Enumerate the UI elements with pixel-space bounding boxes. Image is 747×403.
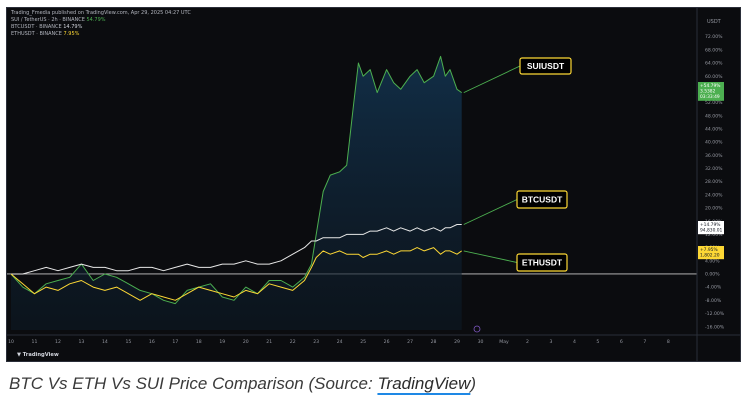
btc-price-tag-line: +14.79% [700, 222, 720, 228]
sui-price-tag-line: 3.5382 [700, 89, 716, 95]
suiusdt-label-box [519, 57, 572, 75]
x-tick-label: 6 [620, 339, 623, 345]
y-tick-label: 40.00% [705, 140, 723, 146]
chart-header: Trading_Fmedia published on TradingView.… [11, 10, 191, 38]
eth-symbol: ETHUSDT · BINANCE [11, 31, 62, 37]
event-marker-icon [473, 325, 481, 333]
x-tick-label: 12 [55, 339, 61, 345]
suiusdt-label: SUIUSDT [527, 61, 565, 71]
main-symbol-line: SUI / TetherUS · 2h · BINANCE 54.79% [11, 17, 191, 24]
btc-symbol-line: BTCUSDT · BINANCE 14.79% [11, 24, 191, 31]
x-tick-label: 20 [243, 339, 249, 345]
x-tick-label: 10 [8, 339, 14, 345]
x-tick-label: 3 [549, 339, 552, 345]
y-tick-label: 20.00% [705, 206, 723, 212]
btcusdt-leader-line [463, 199, 518, 225]
y-tick-label: 48.00% [705, 113, 723, 119]
x-tick-label: 13 [78, 339, 84, 345]
btc-price-tag [698, 221, 724, 235]
suiusdt-area-fill [11, 56, 462, 331]
x-tick-label: 24 [337, 339, 343, 345]
ethusdt-leader-line [463, 250, 518, 263]
figure-caption: BTC Vs ETH Vs SUI Price Comparison (Sour… [9, 374, 476, 394]
eth-change: 7.95% [63, 31, 80, 37]
x-tick-label: 7 [643, 339, 646, 345]
suiusdt-leader-line [463, 65, 521, 94]
y-tick-label: -12.00% [705, 311, 725, 317]
x-tick-label: 23 [313, 339, 319, 345]
main-symbol: SUI / TetherUS · 2h · BINANCE [11, 17, 85, 23]
y-tick-label: 32.00% [705, 166, 723, 172]
btcusdt-label: BTCUSDT [522, 195, 563, 205]
eth-price-tag-line: +7.95% [700, 247, 718, 253]
y-tick-label: 28.00% [705, 179, 723, 185]
x-tick-label: 5 [596, 339, 599, 345]
x-tick-label: 15 [125, 339, 131, 345]
eth-price-tag [698, 246, 724, 260]
published-line: Trading_Fmedia published on TradingView.… [11, 10, 191, 16]
btc-symbol: BTCUSDT · BINANCE [11, 24, 62, 30]
x-tick-label: 16 [149, 339, 155, 345]
y-tick-label: 52.00% [705, 100, 723, 106]
x-tick-label: 29 [454, 339, 460, 345]
eth-symbol-line: ETHUSDT · BINANCE 7.95% [11, 31, 191, 38]
x-tick-label: 25 [360, 339, 366, 345]
x-tick-label: 4 [573, 339, 576, 345]
y-tick-label: 36.00% [705, 153, 723, 159]
x-tick-label: 18 [196, 339, 202, 345]
y-tick-label: 64.00% [705, 61, 723, 67]
ethusdt-label-box [516, 253, 568, 272]
x-tick-label: 30 [478, 339, 484, 345]
x-tick-label: 11 [32, 339, 38, 345]
btc-price-tag-line: 94,830.01 [700, 228, 723, 234]
y-tick-label: -4.00% [705, 285, 722, 291]
sui-price-tag-line: 03:33:49 [700, 94, 720, 100]
x-tick-label: 14 [102, 339, 108, 345]
btc-change: 14.79% [63, 24, 83, 30]
tradingview-watermark: ▼ TradingView [17, 352, 59, 358]
x-tick-label: 8 [667, 339, 670, 345]
y-tick-label: 12.00% [705, 232, 723, 238]
y-tick-label: 24.00% [705, 192, 723, 198]
x-tick-label: 27 [407, 339, 413, 345]
sui-price-tag-line: +54.79% [700, 83, 720, 89]
y-tick-label: -8.00% [705, 298, 722, 304]
y-tick-label: 4.00% [705, 258, 720, 264]
suiusdt-line [10, 55, 462, 305]
x-tick-label: 2 [526, 339, 529, 345]
caption-close: ) [470, 374, 477, 393]
ethusdt-line [10, 247, 462, 301]
y-tick-label: 60.00% [705, 74, 723, 80]
y-tick-label: 0.00% [705, 272, 720, 278]
y-tick-label: 68.00% [705, 47, 723, 53]
sui-price-tag [698, 82, 724, 101]
y-tick-label: 44.00% [705, 127, 723, 133]
x-tick-label: 17 [172, 339, 178, 345]
x-tick-label: 21 [266, 339, 272, 345]
x-tick-label: 19 [219, 339, 225, 345]
x-tick-label: 28 [431, 339, 437, 345]
y-tick-label: -16.00% [705, 324, 725, 330]
x-tick-label: May [499, 339, 509, 345]
x-tick-label: 22 [290, 339, 296, 345]
x-tick-label: 26 [384, 339, 390, 345]
comparison-chart: USDT72.00%68.00%64.00%60.00%56.00%52.00%… [7, 8, 740, 361]
chart-frame: Trading_Fmedia published on TradingView.… [6, 7, 741, 362]
currency-label: USDT [707, 19, 722, 25]
btcusdt-line [11, 224, 462, 275]
y-tick-label: 72.00% [705, 34, 723, 40]
ethusdt-label: ETHUSDT [522, 258, 563, 268]
caption-source-link[interactable]: TradingView [377, 374, 471, 393]
eth-price-tag-line: 1,802.20 [700, 253, 720, 259]
main-change: 54.79% [86, 17, 106, 23]
btcusdt-label-box [516, 190, 568, 209]
caption-text: BTC Vs ETH Vs SUI Price Comparison (Sour… [9, 374, 378, 393]
